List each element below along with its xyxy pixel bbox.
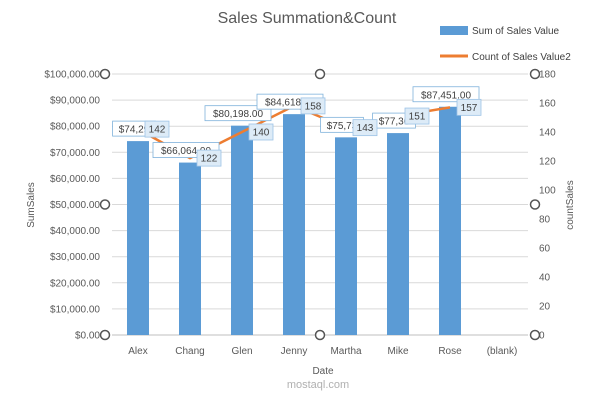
legend-label-sum: Sum of Sales Value: [472, 26, 560, 37]
bar-data-label: $84,618.00: [265, 98, 315, 109]
bar-data-label: $74,29: [119, 125, 150, 136]
line-data-label: 140: [253, 128, 270, 139]
y2-tick-label: 0: [539, 331, 545, 342]
legend: Sum of Sales Value Count of Sales Value2: [440, 26, 571, 63]
y-tick-label: $50,000.00: [50, 200, 100, 211]
line-data-labels: 142 122 140 158 143 151 157: [144, 97, 482, 167]
selection-handle: [529, 199, 541, 210]
line-data-label-box: [456, 98, 482, 116]
selection-handle: [99, 329, 111, 341]
line-data-label: 122: [201, 154, 218, 165]
selection-handle: [99, 68, 111, 80]
y2-tick-label: 80: [539, 215, 551, 226]
bar: [439, 106, 461, 335]
x-axis-title: Date: [312, 366, 334, 377]
y-tick-label: $100,000.00: [44, 70, 100, 81]
line-data-label-box: [404, 107, 430, 125]
bar-data-label: $77,36: [379, 117, 410, 128]
y-axis-title: SumSales: [26, 182, 37, 228]
bar-data-label: $87,451.00: [421, 90, 471, 101]
line-data-label-box: [248, 123, 274, 141]
bar: [283, 114, 305, 335]
line-data-label-box: [352, 119, 378, 137]
y-tick-label: $20,000.00: [50, 278, 100, 289]
line-data-label-box: [196, 149, 222, 167]
y-axis-ticks: $0.00 $10,000.00 $20,000.00 $30,000.00 $40,0…: [44, 70, 100, 342]
y2-axis-ticks: 0 20 40 60 80 100 120 140 160 180: [539, 70, 556, 342]
bar-data-labels: $74,29 $66,064.00 $80,198.00$84,618.00 $75,…: [112, 86, 480, 158]
y2-tick-label: 140: [539, 128, 556, 139]
bar-data-label-box: [412, 86, 480, 103]
bar: [387, 133, 409, 335]
bar: [179, 162, 201, 335]
selection-handle: [314, 329, 326, 341]
chart-title: Sales Summation&Count: [218, 10, 397, 27]
bar-series: [127, 106, 461, 335]
x-tick-label: (blank): [487, 346, 518, 357]
x-axis-ticks: Alex Chang Glen Jenny Martha Mike Rose (blank): [128, 346, 517, 357]
x-tick-label: Rose: [438, 346, 462, 357]
bar-data-label-box: [204, 105, 272, 122]
y-tick-label: $80,000.00: [50, 122, 100, 133]
bar: [127, 141, 149, 335]
y-tick-label: $10,000.00: [50, 304, 100, 315]
bar: [231, 125, 253, 335]
selection-handles: [99, 68, 541, 341]
line-data-label-box: [300, 97, 326, 115]
y2-axis-title: countSales: [565, 180, 576, 229]
legend-label-count: Count of Sales Value2: [472, 52, 571, 63]
line-data-label: 151: [409, 112, 426, 123]
y-tick-label: $40,000.00: [50, 226, 100, 237]
selection-handle: [529, 68, 541, 80]
y2-tick-label: 20: [539, 302, 551, 313]
y-tick-label: $0.00: [75, 331, 100, 342]
y2-tick-label: 180: [539, 70, 556, 81]
legend-swatch-bar: [440, 26, 468, 35]
line-data-label: 158: [305, 101, 322, 112]
x-tick-label: Chang: [175, 346, 204, 357]
y2-tick-label: 40: [539, 273, 551, 284]
bar-data-label: $66,064.00: [161, 146, 211, 157]
selection-handle: [99, 199, 111, 210]
y-tick-label: $60,000.00: [50, 174, 100, 185]
x-tick-label: Alex: [128, 346, 147, 357]
y-tick-label: $30,000.00: [50, 252, 100, 263]
y2-tick-label: 100: [539, 186, 556, 197]
x-tick-label: Martha: [330, 346, 362, 357]
watermark-text: mostaql.com: [287, 379, 349, 391]
x-tick-label: Mike: [387, 346, 409, 357]
x-tick-label: Jenny: [281, 346, 308, 357]
x-tick-label: Glen: [231, 346, 252, 357]
y2-tick-label: 120: [539, 157, 556, 168]
y-tick-label: $90,000.00: [50, 96, 100, 107]
selection-handle: [529, 329, 541, 341]
line-data-label: 157: [461, 103, 478, 114]
bar-data-label: $80,198.00: [213, 109, 263, 120]
line-data-label: 142: [149, 125, 166, 136]
line-data-label-box: [144, 120, 170, 138]
selection-handle: [314, 68, 326, 80]
y-tick-label: $70,000.00: [50, 148, 100, 159]
bar-data-label: $75,73: [327, 121, 358, 132]
bar: [335, 137, 357, 335]
line-data-label: 143: [357, 123, 374, 134]
y2-tick-label: 160: [539, 99, 556, 110]
y2-tick-label: 60: [539, 244, 551, 255]
